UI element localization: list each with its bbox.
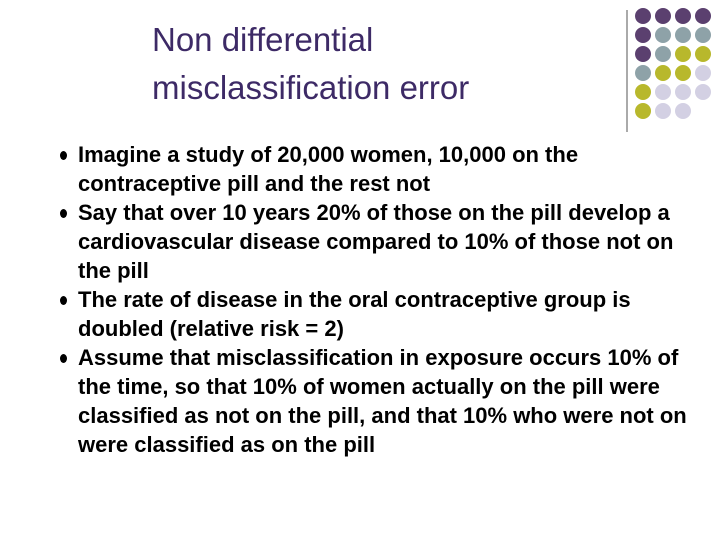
bullet: Assume that misclassification in exposur… (60, 343, 698, 459)
dot (675, 27, 691, 43)
title: Non differential misclassification error (152, 16, 469, 112)
dot (635, 8, 651, 24)
dot (695, 84, 711, 100)
dot (655, 84, 671, 100)
dot (635, 27, 651, 43)
decoration (626, 8, 711, 132)
dot (695, 27, 711, 43)
bullet: Say that over 10 years 20% of those on t… (60, 198, 698, 285)
title-line: misclassification error (152, 69, 470, 106)
dot (675, 46, 691, 62)
dot (655, 65, 671, 81)
title-line: Non differential (152, 21, 374, 58)
dot (635, 84, 651, 100)
dot (655, 46, 671, 62)
dot (675, 103, 691, 119)
bullet: The rate of disease in the oral contrace… (60, 285, 698, 343)
dot (675, 8, 691, 24)
dot (675, 65, 691, 81)
dot (675, 84, 691, 100)
dot-grid (635, 8, 711, 119)
dot (695, 8, 711, 24)
bullet: Imagine a study of 20,000 women, 10,000 … (60, 140, 698, 198)
dot (655, 27, 671, 43)
bullet-list: Imagine a study of 20,000 women, 10,000 … (60, 140, 698, 459)
dot (695, 65, 711, 81)
dot (655, 8, 671, 24)
dot (655, 103, 671, 119)
dot (635, 65, 651, 81)
dot (695, 46, 711, 62)
dot (635, 46, 651, 62)
dot (635, 103, 651, 119)
